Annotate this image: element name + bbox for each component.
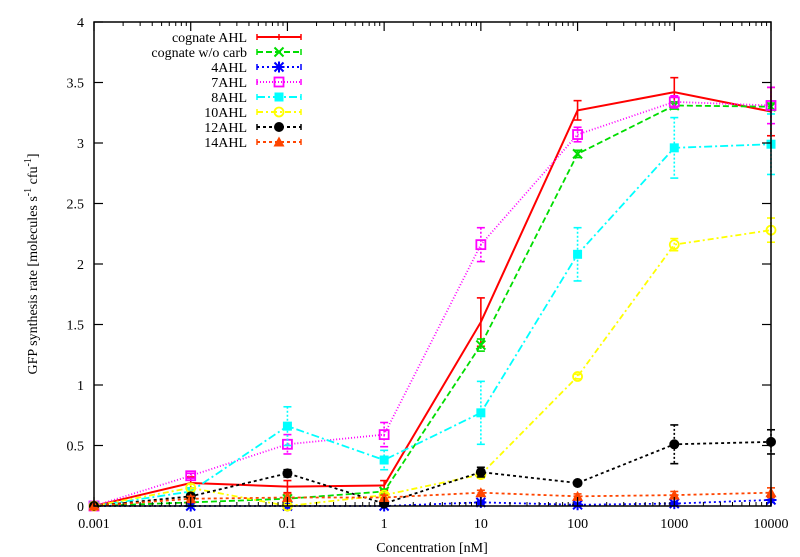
x-tick-label: 1 xyxy=(381,517,388,532)
svg-text:7AHL: 7AHL xyxy=(211,76,247,91)
y-tick-label: 3.5 xyxy=(67,77,85,92)
series-layer xyxy=(88,76,777,512)
x-axis-tick-labels: 0.001 0.01 0.1 1 10 100 1000 10000 xyxy=(78,517,788,532)
svg-text:14AHL: 14AHL xyxy=(204,136,247,151)
legend-item: 10AHL xyxy=(204,106,302,121)
plot-frame xyxy=(93,21,772,507)
series-10ahl xyxy=(88,217,777,512)
legend-item: 14AHL xyxy=(204,136,302,151)
legend-item: 4AHL xyxy=(211,61,302,76)
x-tick-label: 100 xyxy=(567,517,588,532)
svg-text:4AHL: 4AHL xyxy=(211,61,247,76)
y-tick-label: 2 xyxy=(77,258,84,273)
legend-item: 8AHL xyxy=(211,91,302,106)
legend-item: 12AHL xyxy=(204,121,302,136)
y-axis-tick-labels: 0 0.5 1 1.5 2 2.5 3 3.5 4 xyxy=(67,16,85,515)
y-tick-label: 1.5 xyxy=(67,319,85,334)
y-tick-label: 3 xyxy=(77,137,84,152)
x-tick-label: 10000 xyxy=(754,517,789,532)
svg-text:cognate w/o carb: cognate w/o carb xyxy=(151,46,247,61)
x-tick-label: 0.01 xyxy=(178,517,203,532)
y-tick-label: 4 xyxy=(77,16,84,31)
y-tick-label: 0 xyxy=(77,500,84,515)
svg-text:12AHL: 12AHL xyxy=(204,121,247,136)
legend-item: cognate AHL xyxy=(172,31,302,46)
y-tick-label: 0.5 xyxy=(67,440,85,455)
svg-text:cognate AHL: cognate AHL xyxy=(172,31,247,46)
svg-text:8AHL: 8AHL xyxy=(211,91,247,106)
x-tick-label: 0.001 xyxy=(78,517,110,532)
legend-item: cognate w/o carb xyxy=(151,46,302,61)
x-tick-label: 10 xyxy=(474,517,488,532)
series-8ahl xyxy=(89,113,776,511)
y-tick-label: 2.5 xyxy=(67,198,85,213)
y-axis-title: GFP synthesis rate [molecules s-1 cfu-1] xyxy=(23,153,41,374)
x-axis-title: Concentration [nM] xyxy=(376,541,488,556)
x-tick-label: 0.1 xyxy=(279,517,297,532)
y-tick-label: 1 xyxy=(77,379,84,394)
x-tick-label: 1000 xyxy=(660,517,688,532)
axis-ticks xyxy=(93,21,772,507)
series-cognate-w-o-carb xyxy=(88,100,777,512)
legend-item: 7AHL xyxy=(211,76,302,91)
svg-text:10AHL: 10AHL xyxy=(204,106,247,121)
